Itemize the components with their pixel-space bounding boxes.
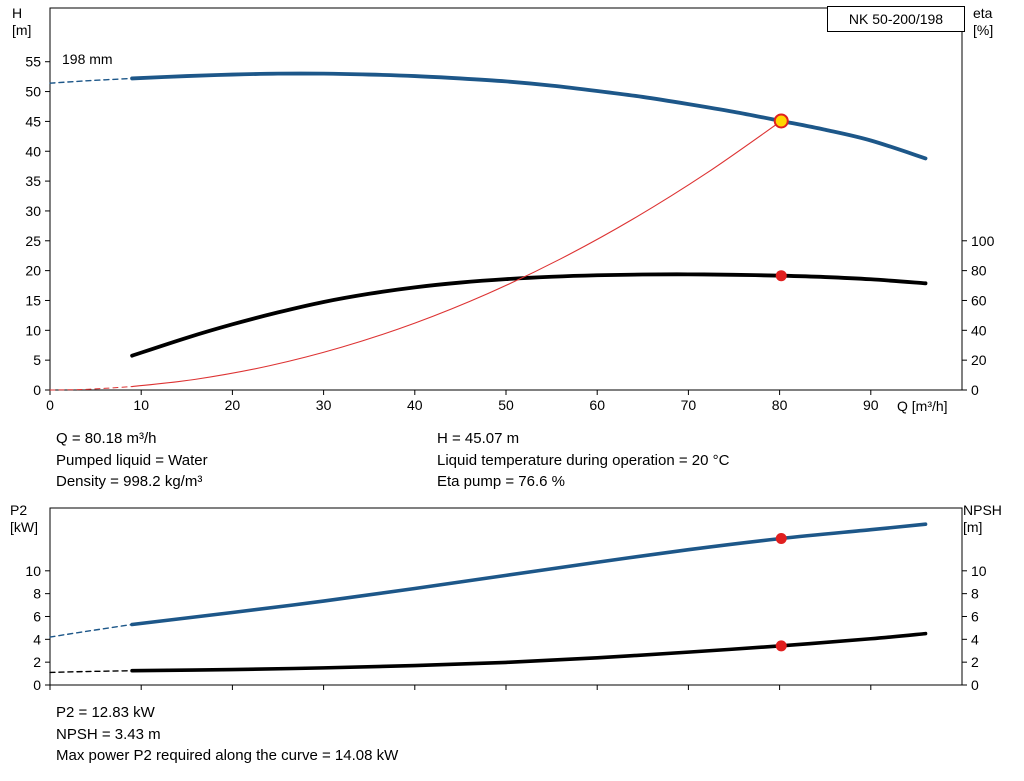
x-tick-label: 30 (316, 397, 332, 413)
y-left-tick-label: 25 (25, 233, 41, 249)
y-left-tick-label: 2 (33, 654, 41, 670)
eta-curve (130, 272, 928, 358)
h-axis-label: H [m] (12, 5, 32, 38)
y-right-tick-label: 100 (971, 233, 995, 249)
y-right-tick-label: 0 (971, 677, 979, 693)
y-right-tick-label: 8 (971, 586, 979, 602)
impeller-diameter-label: 198 mm (62, 51, 113, 67)
x-tick-label: 0 (46, 397, 54, 413)
y-left-tick-label: 15 (25, 292, 41, 308)
head-value: H = 45.07 m (437, 430, 520, 447)
max-power-value: Max power P2 required along the curve = … (56, 747, 399, 764)
npsh-curve (49, 670, 133, 674)
y-left-tick-label: 4 (33, 631, 41, 647)
y-left-tick-label: 10 (25, 322, 41, 338)
y-left-tick-label: 40 (25, 143, 41, 159)
npsh-value: NPSH = 3.43 m (56, 725, 161, 743)
pump-model-badge: NK 50-200/198 (827, 6, 965, 32)
duty-point-npsh[interactable] (775, 640, 787, 652)
x-tick-label: 50 (498, 397, 514, 413)
system-curve (131, 120, 782, 388)
hq-eta-chart[interactable]: 0 10 20 30 40 50 60 70 80 90 0 5 10 15 20 25 30 35 40 45 50 5… (0, 0, 1024, 422)
npsh-curve (130, 631, 928, 673)
duty-point-head[interactable] (773, 113, 789, 129)
eta-pump-value: Eta pump = 76.6 % (437, 473, 565, 490)
liquid-temperature-value: Liquid temperature during operation = 20… (437, 451, 730, 469)
x-tick-label: 10 (133, 397, 149, 413)
y-right-tick-label: 80 (971, 263, 987, 279)
y-right-tick-label: 2 (971, 654, 979, 670)
y-left-tick-label: 45 (25, 113, 41, 129)
flow-value: Q = 80.18 m³/h (56, 430, 157, 447)
y-left-tick-label: 20 (25, 263, 41, 279)
y-left-tick-label: 35 (25, 173, 41, 189)
x-tick-label: 60 (589, 397, 605, 413)
y-left-tick-label: 0 (33, 677, 41, 693)
x-tick-label: 20 (225, 397, 241, 413)
p2-value: P2 = 12.83 kW (56, 704, 155, 721)
npsh-axis-label: NPSH [m] (963, 502, 1002, 535)
y-left-tick-label: 30 (25, 203, 41, 219)
y-right-tick-label: 0 (971, 382, 979, 398)
system-curve (49, 386, 133, 391)
y-left-tick-label: 5 (33, 352, 41, 368)
y-right-tick-label: 20 (971, 352, 987, 368)
y-left-tick-label: 10 (25, 563, 41, 579)
duty-point-p2[interactable] (775, 532, 787, 544)
q-axis-label: Q [m³/h] (897, 398, 948, 414)
y-left-tick-label: 55 (25, 54, 41, 70)
p2-curve (49, 623, 133, 638)
eta-axis-label: eta [%] (973, 5, 994, 38)
y-right-tick-label: 6 (971, 608, 979, 624)
x-tick-label: 90 (863, 397, 879, 413)
duty-info-right: H = 45.07 m Liquid temperature during op… (437, 428, 729, 493)
head-curve (49, 77, 133, 84)
x-tick-label: 70 (681, 397, 697, 413)
y-right-tick-label: 40 (971, 322, 987, 338)
y-right-tick-label: 10 (971, 563, 987, 579)
density-value: Density = 998.2 kg/m³ (56, 473, 203, 490)
duty-point-eta[interactable] (775, 270, 787, 282)
duty-info-left: Q = 80.18 m³/h Pumped liquid = Water Den… (56, 428, 208, 493)
y-left-tick-label: 6 (33, 608, 41, 624)
y-left-tick-label: 0 (33, 382, 41, 398)
x-tick-label: 40 (407, 397, 423, 413)
p2-axis-label: P2 [kW] (10, 502, 38, 535)
y-right-tick-label: 60 (971, 292, 987, 308)
y-right-tick-label: 4 (971, 631, 979, 647)
p2-npsh-chart[interactable]: 0 2 4 6 8 10 0 2 4 6 8 10 (0, 500, 1024, 712)
pumped-liquid-value: Pumped liquid = Water (56, 451, 208, 469)
p2-curve (130, 522, 928, 627)
x-tick-label: 80 (772, 397, 788, 413)
y-left-tick-label: 50 (25, 84, 41, 100)
power-info: P2 = 12.83 kW NPSH = 3.43 m Max power P2… (56, 702, 398, 767)
head-curve (130, 71, 928, 161)
y-left-tick-label: 8 (33, 586, 41, 602)
